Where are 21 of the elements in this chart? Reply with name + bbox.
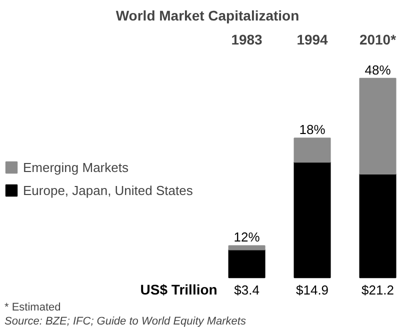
annotation: 18% bbox=[299, 122, 326, 138]
bar bbox=[359, 174, 396, 278]
chart-title: World Market Capitalization bbox=[116, 8, 300, 24]
x-tick-label: 2010* bbox=[359, 32, 397, 48]
annotation: $14.9 bbox=[296, 282, 329, 298]
x-tick-label: 1994 bbox=[296, 32, 328, 48]
legend-label: Europe, Japan, United States bbox=[23, 182, 193, 198]
legend-label: Emerging Markets bbox=[23, 160, 128, 174]
bar bbox=[228, 249, 266, 278]
text: * Estimated bbox=[4, 302, 61, 314]
bar bbox=[359, 78, 396, 175]
text: US$ Trillion bbox=[140, 282, 218, 298]
x-tick-label: 1983 bbox=[231, 32, 263, 48]
source-note: Source: BZE; IFC; Guide to World Equity Markets bbox=[4, 316, 246, 327]
annotation: $3.4 bbox=[234, 282, 260, 298]
annotation: $21.2 bbox=[361, 282, 394, 298]
annotation: 48% bbox=[364, 62, 392, 78]
bar bbox=[294, 138, 331, 163]
annotation: 12% bbox=[234, 230, 260, 245]
bar bbox=[294, 162, 331, 278]
bar bbox=[228, 245, 266, 250]
